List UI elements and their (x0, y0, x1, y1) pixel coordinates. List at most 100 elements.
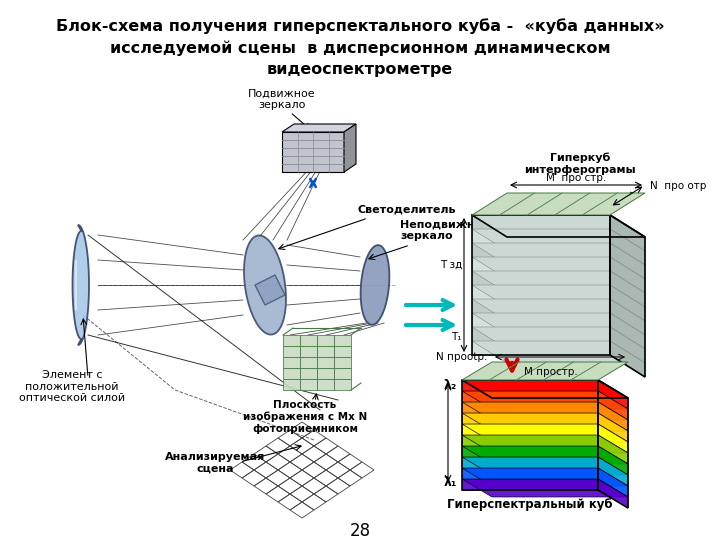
Polygon shape (300, 379, 317, 390)
Polygon shape (472, 313, 645, 335)
Polygon shape (610, 257, 645, 293)
Polygon shape (462, 446, 628, 464)
Polygon shape (283, 357, 300, 368)
Polygon shape (462, 457, 598, 468)
Polygon shape (472, 257, 610, 271)
Polygon shape (598, 435, 628, 464)
Polygon shape (598, 446, 628, 475)
Polygon shape (462, 402, 628, 420)
Polygon shape (598, 380, 628, 409)
Polygon shape (300, 357, 317, 368)
Polygon shape (462, 413, 598, 424)
Text: Элемент с
положительной
оптической силой: Элемент с положительной оптической силой (19, 370, 125, 403)
Text: Подвижное
зеркало: Подвижное зеркало (248, 89, 316, 110)
Polygon shape (610, 313, 645, 349)
Polygon shape (300, 335, 317, 346)
Polygon shape (334, 346, 351, 357)
Polygon shape (282, 124, 356, 132)
Polygon shape (317, 357, 334, 368)
Polygon shape (472, 271, 645, 293)
Polygon shape (317, 335, 334, 346)
Polygon shape (462, 468, 598, 479)
Polygon shape (462, 391, 598, 402)
Polygon shape (610, 285, 645, 321)
Polygon shape (255, 275, 285, 305)
Polygon shape (317, 346, 334, 357)
Polygon shape (462, 391, 628, 409)
Polygon shape (462, 413, 628, 431)
Polygon shape (472, 229, 645, 251)
Text: Светоделитель: Светоделитель (358, 205, 456, 215)
Text: Гиперспектральный куб: Гиперспектральный куб (447, 498, 613, 511)
Polygon shape (472, 313, 610, 327)
Polygon shape (472, 193, 645, 215)
Polygon shape (283, 368, 300, 379)
Polygon shape (462, 468, 628, 486)
Polygon shape (462, 435, 628, 453)
Polygon shape (283, 379, 300, 390)
Polygon shape (472, 257, 645, 279)
Text: λ₂: λ₂ (444, 379, 457, 392)
Polygon shape (462, 446, 598, 457)
Polygon shape (472, 215, 645, 237)
Text: Анализируемая
сцена: Анализируемая сцена (165, 452, 265, 474)
Polygon shape (334, 357, 351, 368)
Polygon shape (462, 424, 628, 442)
Text: Гиперкуб
интерферограмы: Гиперкуб интерферограмы (524, 153, 636, 175)
Polygon shape (462, 380, 628, 398)
Polygon shape (610, 243, 645, 279)
Text: T₁: T₁ (451, 332, 462, 342)
Polygon shape (472, 285, 645, 307)
Polygon shape (361, 245, 390, 325)
Polygon shape (472, 327, 610, 341)
Polygon shape (472, 271, 610, 285)
Polygon shape (598, 391, 628, 420)
Polygon shape (598, 424, 628, 453)
Polygon shape (598, 413, 628, 442)
Polygon shape (472, 243, 610, 257)
Polygon shape (598, 457, 628, 486)
Polygon shape (244, 235, 286, 335)
Text: Блок-схема получения гиперспектального куба -  «куба данных»: Блок-схема получения гиперспектального к… (55, 18, 665, 33)
Polygon shape (462, 402, 598, 413)
Polygon shape (462, 362, 628, 380)
Polygon shape (610, 215, 645, 251)
Text: λ₁: λ₁ (444, 476, 457, 489)
Text: N  про отр: N про отр (650, 181, 706, 191)
Polygon shape (283, 346, 300, 357)
Polygon shape (472, 341, 610, 355)
Polygon shape (283, 335, 300, 346)
Polygon shape (472, 327, 645, 349)
Polygon shape (610, 341, 645, 377)
Polygon shape (462, 424, 598, 435)
Polygon shape (462, 380, 598, 391)
Text: М  про стр.: М про стр. (546, 173, 606, 183)
Text: М простр.: М простр. (524, 367, 577, 377)
Polygon shape (462, 457, 628, 475)
Text: N прооtр.: N прооtр. (436, 352, 487, 362)
Polygon shape (334, 379, 351, 390)
Polygon shape (598, 402, 628, 431)
Polygon shape (472, 341, 645, 363)
Polygon shape (462, 479, 598, 490)
Polygon shape (300, 368, 317, 379)
Text: Плоскость
изображения с Мх N
фотоприемником: Плоскость изображения с Мх N фотоприемни… (243, 400, 367, 434)
Polygon shape (472, 243, 645, 265)
Polygon shape (472, 299, 610, 313)
Polygon shape (334, 368, 351, 379)
Polygon shape (472, 299, 645, 321)
Text: 28: 28 (349, 522, 371, 540)
Polygon shape (610, 327, 645, 363)
Polygon shape (317, 368, 334, 379)
Polygon shape (610, 299, 645, 335)
Polygon shape (317, 379, 334, 390)
Text: видеоспектрометре: видеоспектрометре (267, 62, 453, 77)
Polygon shape (300, 346, 317, 357)
Polygon shape (472, 229, 610, 243)
Polygon shape (598, 468, 628, 497)
Polygon shape (73, 225, 89, 345)
Polygon shape (598, 479, 628, 508)
Polygon shape (462, 435, 598, 446)
Polygon shape (472, 285, 610, 299)
Polygon shape (344, 124, 356, 172)
